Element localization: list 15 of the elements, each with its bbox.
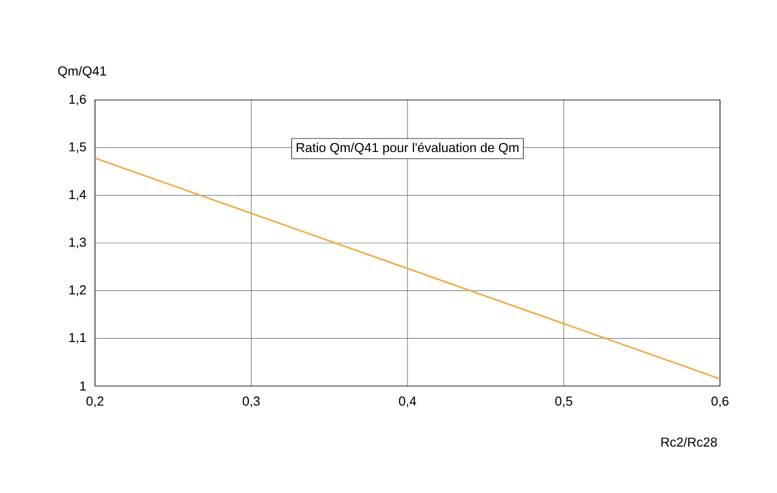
y-tick-label: 1,3 [69, 238, 86, 248]
y-tick-label: 1,5 [69, 142, 86, 153]
y-tick-label: 1 [80, 382, 86, 390]
y-tick-label: 1,1 [69, 333, 86, 344]
y-tick-label: 1,2 [69, 285, 86, 296]
y-tick-label: 1,6 [69, 94, 86, 106]
x-tick-label: 0,4 [398, 396, 416, 408]
y-axis-title: Qm/Q41 [58, 66, 106, 78]
x-tick-label: 0,3 [242, 396, 260, 408]
x-tick-label: 0,2 [86, 396, 104, 408]
x-axis-title: Rc2/Rc28 [661, 437, 717, 447]
y-tick-label: 1,4 [69, 190, 86, 201]
text: Ratio Qm/Q41 pour l'évaluation de Qm [296, 142, 518, 155]
x-tick-label: 0,6 [711, 396, 728, 408]
x-tick-label: 0,5 [555, 396, 572, 408]
